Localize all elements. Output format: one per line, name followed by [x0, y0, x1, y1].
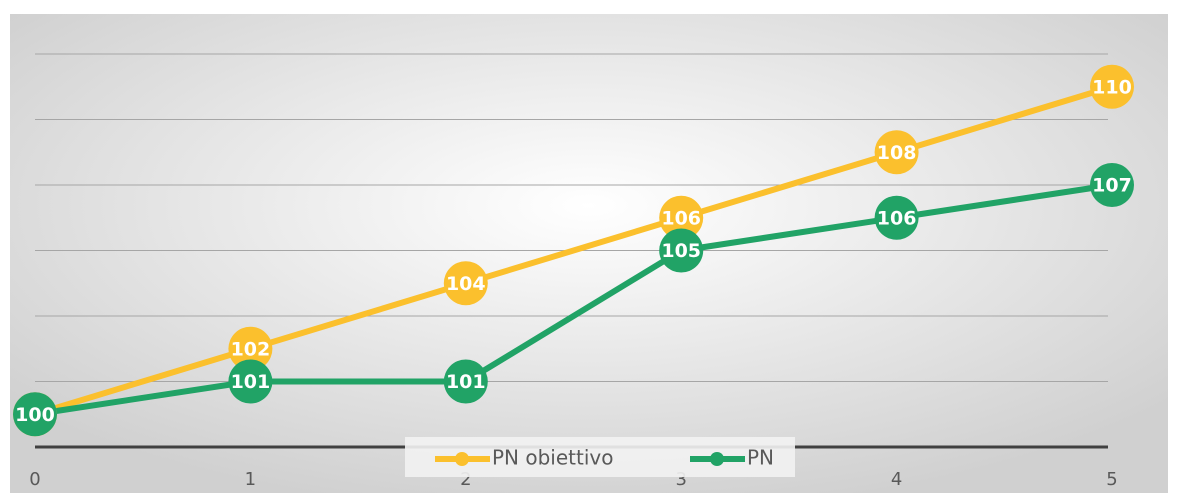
point-marker: [1090, 64, 1134, 109]
data-label: 101: [231, 371, 271, 393]
point-marker: [1090, 163, 1134, 207]
point-marker: [228, 359, 273, 404]
series-line: [34, 182, 1113, 418]
point-marker: [659, 228, 704, 273]
point-marker: [443, 359, 488, 404]
data-label: 108: [877, 142, 917, 164]
point-marker: [13, 392, 57, 437]
data-label: 105: [661, 240, 701, 262]
legend-marker: [710, 452, 724, 466]
x-tick-label: 4: [891, 469, 902, 490]
point-marker: [659, 195, 704, 240]
data-label: 106: [877, 207, 917, 229]
point-marker: [874, 195, 919, 240]
data-label: 101: [446, 371, 486, 393]
x-tick-label: 1: [245, 469, 256, 490]
series-line: [34, 83, 1113, 418]
x-tick-label: 2: [460, 469, 471, 490]
data-label: 102: [231, 338, 271, 360]
x-tick-label: 3: [675, 469, 686, 490]
legend-label: PN obiettivo: [492, 446, 613, 470]
data-label: 110: [1092, 76, 1132, 98]
point-marker: [874, 130, 919, 175]
x-tick-label: 5: [1106, 469, 1117, 490]
data-label: 100: [15, 404, 55, 426]
plot-background: [10, 14, 1168, 493]
point-marker: [443, 261, 488, 306]
data-label: 104: [446, 273, 486, 295]
x-tick-label: 0: [29, 469, 40, 490]
legend-label: PN: [747, 446, 774, 470]
legend-marker: [455, 452, 469, 466]
data-label: 107: [1092, 175, 1132, 197]
data-label: 106: [661, 207, 701, 229]
point-marker: [228, 326, 273, 371]
